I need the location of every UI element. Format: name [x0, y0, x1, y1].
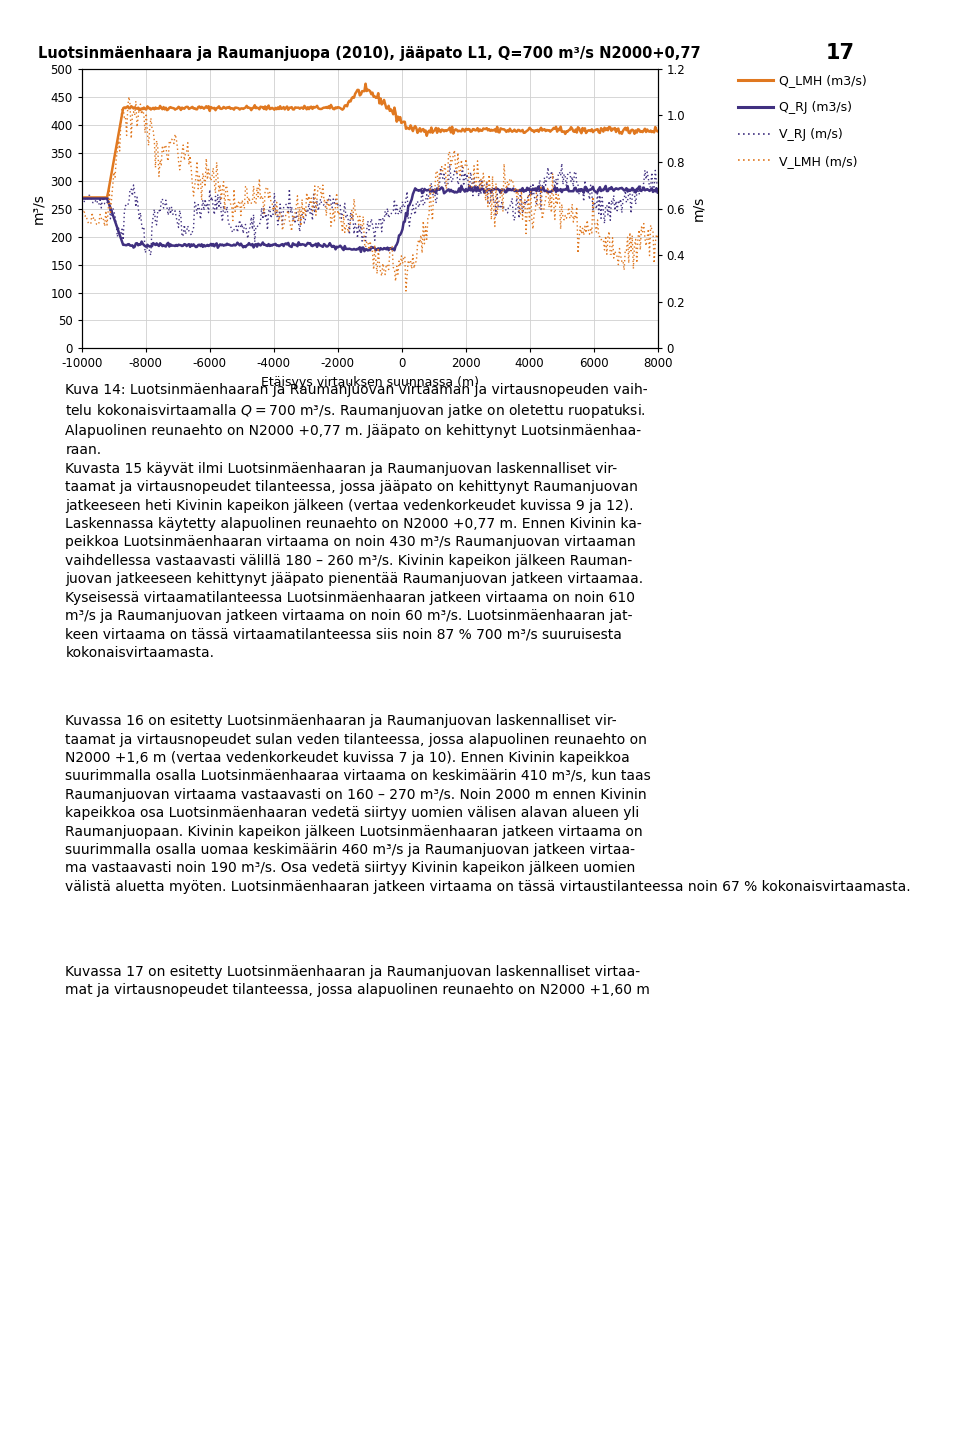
Text: Kuvassa 17 on esitetty Luotsinmäenhaaran ja Raumanjuovan laskennalliset virtaa-
: Kuvassa 17 on esitetty Luotsinmäenhaaran… — [65, 965, 650, 998]
Legend: Q_LMH (m3/s), Q_RJ (m3/s), V_RJ (m/s), V_LMH (m/s): Q_LMH (m3/s), Q_RJ (m3/s), V_RJ (m/s), V… — [733, 69, 872, 172]
Title: Luotsinmäenhaara ja Raumanjuopa (2010), jääpato L1, Q=700 m³/s N2000+0,77: Luotsinmäenhaara ja Raumanjuopa (2010), … — [38, 46, 701, 60]
Text: Kuva 14: Luotsinmäenhaaran ja Raumanjuovan virtaaman ja virtausnopeuden vaih-
te: Kuva 14: Luotsinmäenhaaran ja Raumanjuov… — [65, 383, 648, 457]
Y-axis label: m/s: m/s — [691, 196, 705, 221]
Text: Kuvasta 15 käyvät ilmi Luotsinmäenhaaran ja Raumanjuovan laskennalliset vir-
taa: Kuvasta 15 käyvät ilmi Luotsinmäenhaaran… — [65, 462, 643, 660]
Y-axis label: m³/s: m³/s — [31, 194, 45, 224]
Text: 17: 17 — [826, 43, 854, 63]
Text: Kuvassa 16 on esitetty Luotsinmäenhaaran ja Raumanjuovan laskennalliset vir-
taa: Kuvassa 16 on esitetty Luotsinmäenhaaran… — [65, 714, 911, 893]
X-axis label: Etäisyys virtauksen suunnassa (m): Etäisyys virtauksen suunnassa (m) — [260, 376, 479, 389]
